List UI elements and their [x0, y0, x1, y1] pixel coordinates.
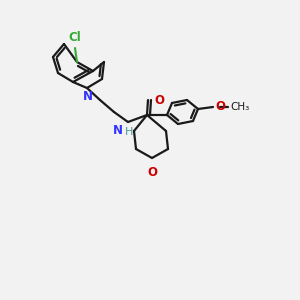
Text: O: O: [154, 94, 164, 106]
Text: O: O: [215, 100, 225, 113]
Text: H: H: [125, 127, 134, 137]
Text: CH₃: CH₃: [230, 102, 249, 112]
Text: O: O: [147, 166, 157, 179]
Text: N: N: [113, 124, 123, 137]
Text: N: N: [83, 90, 93, 103]
Text: Cl: Cl: [69, 31, 81, 44]
